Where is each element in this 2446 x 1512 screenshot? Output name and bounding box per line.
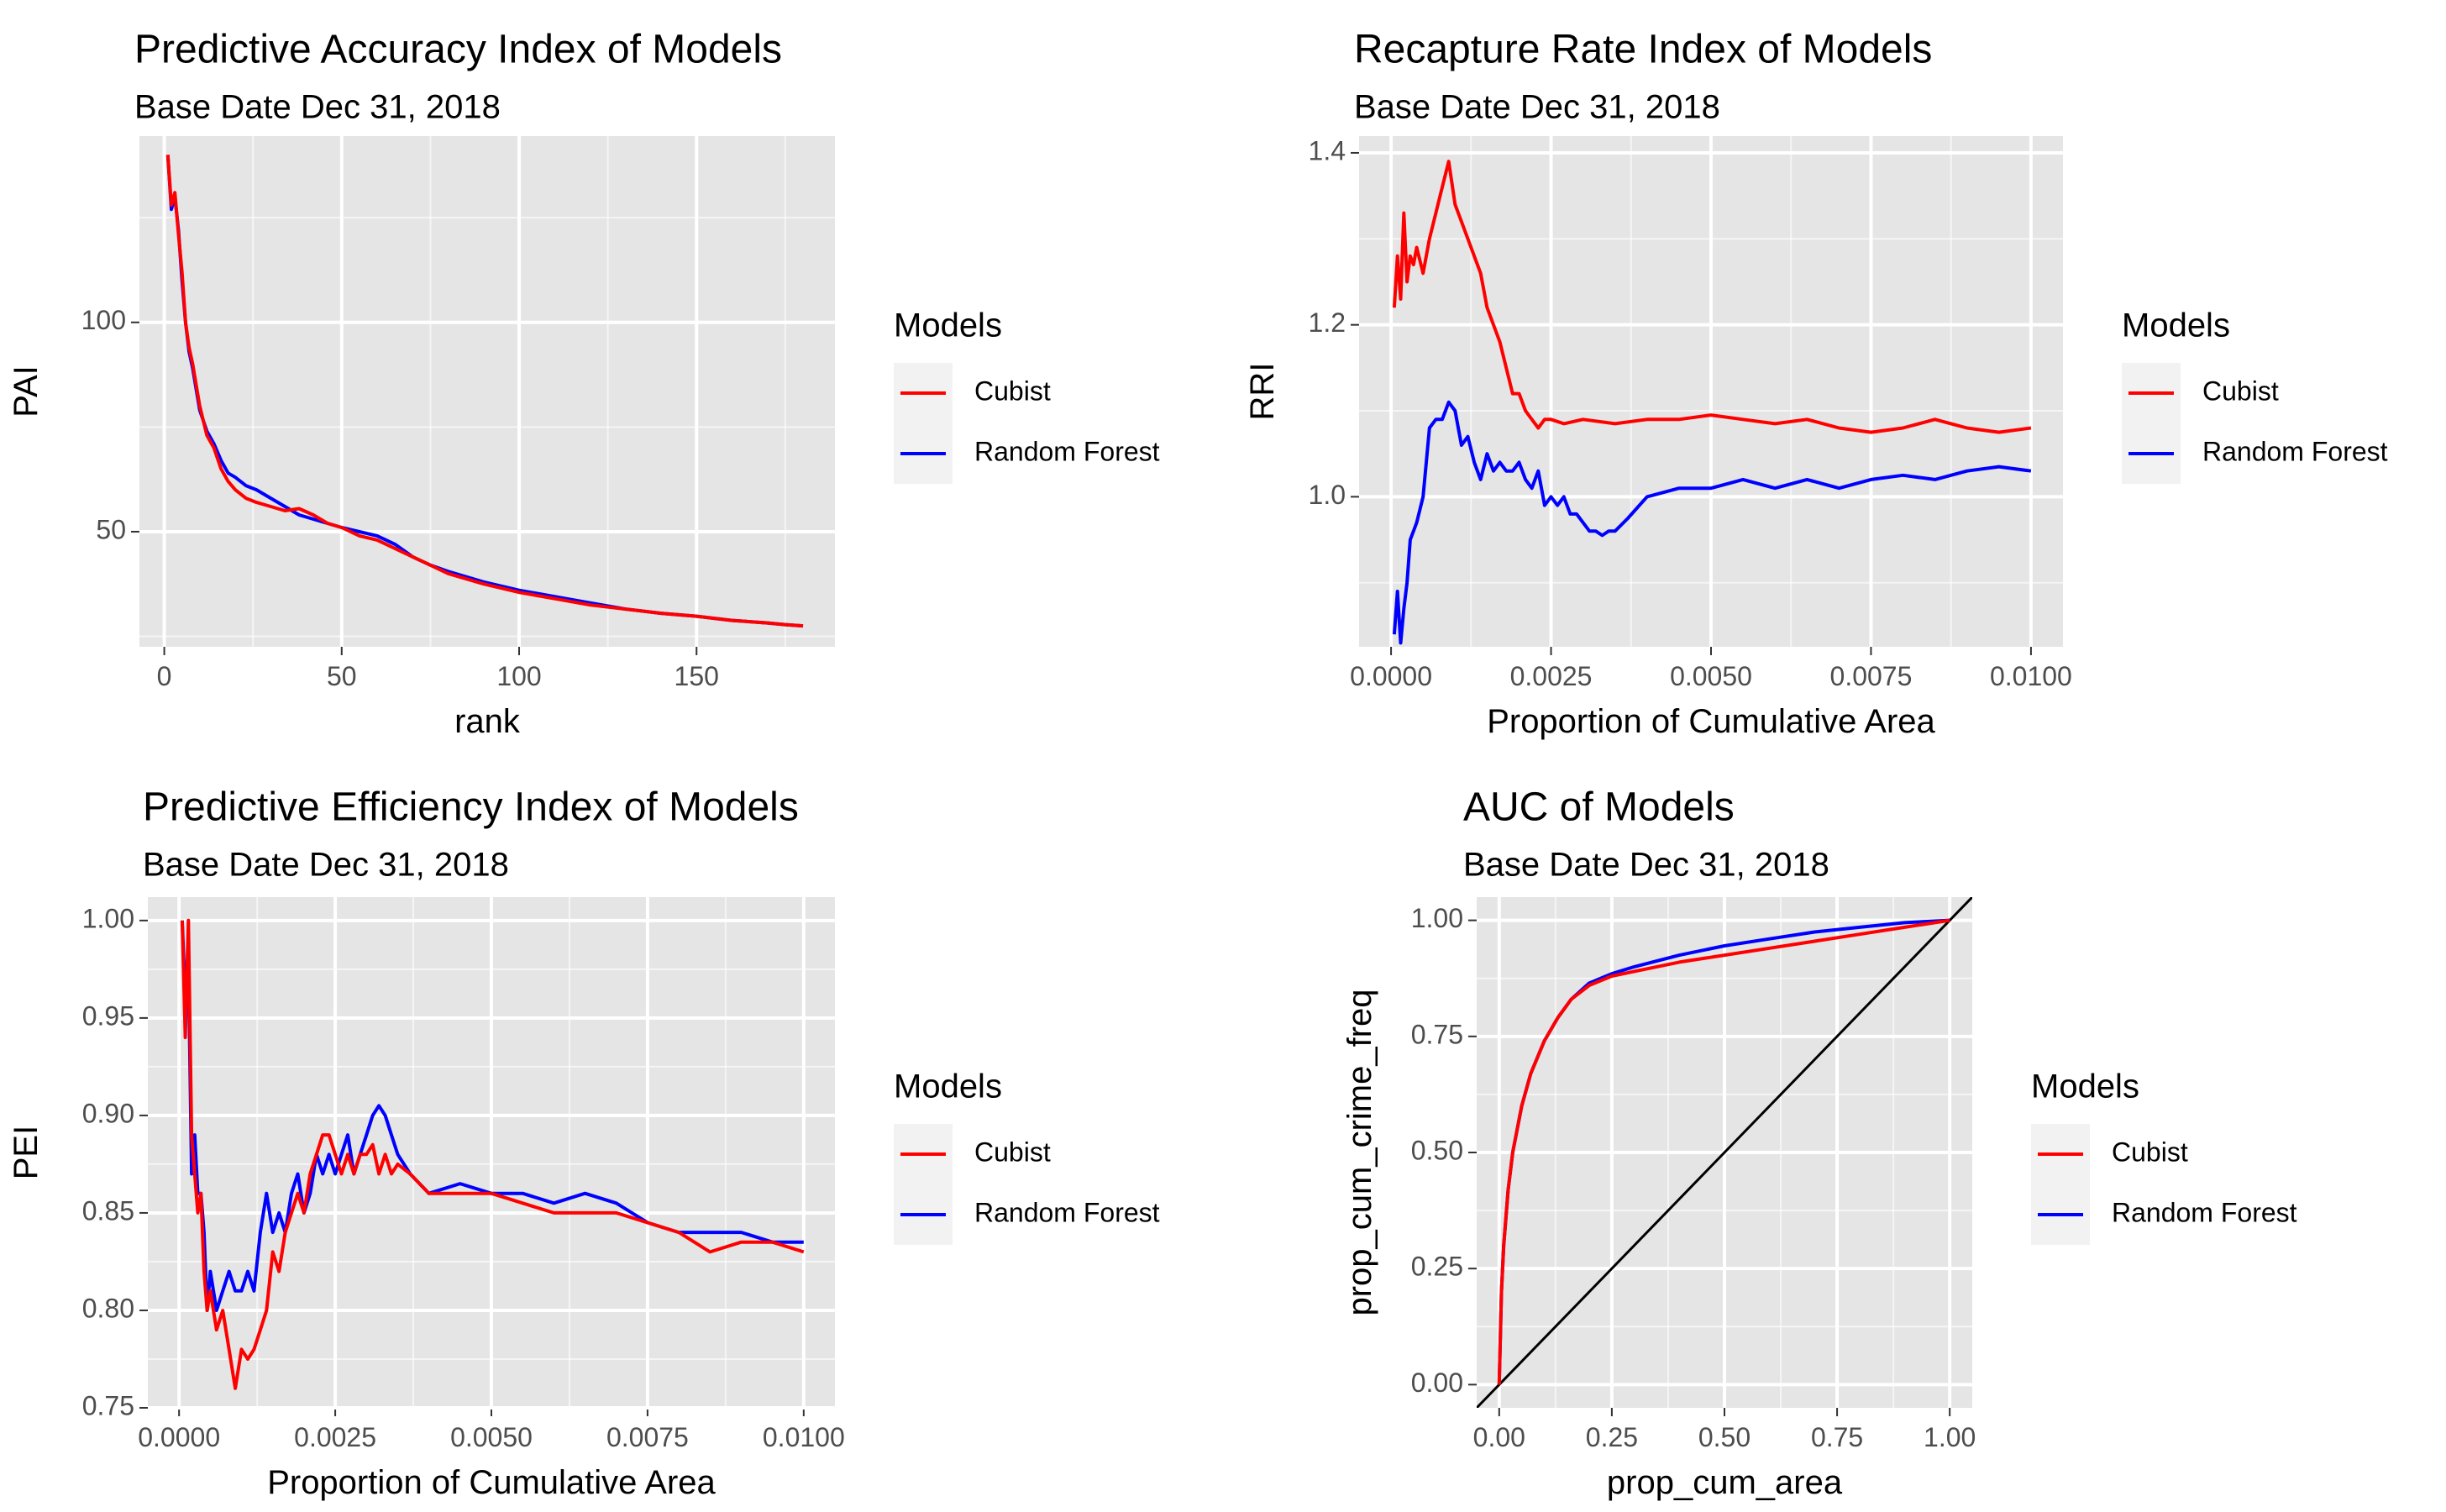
x-axis-title: rank (454, 703, 521, 740)
legend: Models Cubist Random Forest (2031, 1068, 2297, 1245)
x-tick-label: 0.0050 (450, 1422, 533, 1452)
y-tick-label: 0.75 (82, 1390, 134, 1420)
y-tick-label: 1.2 (1309, 307, 1346, 338)
legend-label: Random Forest (2112, 1197, 2297, 1227)
y-tick-label: 1.00 (1411, 903, 1463, 933)
legend: Models Cubist Random Forest (2122, 307, 2388, 484)
x-tick-label: 0.50 (1698, 1422, 1751, 1452)
y-tick-label: 1.4 (1309, 135, 1346, 165)
legend-label: Cubist (974, 1137, 1051, 1167)
legend-title: Models (894, 1068, 1002, 1105)
x-axis-title: Proportion of Cumulative Area (267, 1464, 716, 1501)
legend-label: Random Forest (974, 1197, 1160, 1227)
reference-diagonal-line (1477, 897, 1972, 1408)
chart-subtitle: Base Date Dec 31, 2018 (143, 847, 509, 884)
x-tick-label: 50 (327, 661, 357, 691)
x-tick-label: 0.0000 (138, 1422, 220, 1452)
chart-title: AUC of Models (1463, 785, 1735, 830)
chart-rri: Recapture Rate Index of Models Base Date … (1244, 28, 2388, 740)
legend: Models Cubist Random Forest (894, 1068, 1160, 1245)
series-line-random-forest (180, 920, 804, 1312)
x-tick-label: 0.0075 (606, 1422, 689, 1452)
y-tick-label: 0.90 (82, 1098, 134, 1128)
y-axis-title: RRI (1244, 363, 1281, 421)
x-tick-label: 150 (674, 661, 719, 691)
y-axis-title: prop_cum_crime_freq (1341, 989, 1378, 1315)
legend-title: Models (2122, 307, 2230, 344)
x-tick-label: 0.0050 (1670, 661, 1752, 691)
x-tick-label: 0.0075 (1830, 661, 1913, 691)
x-tick-label: 100 (496, 661, 541, 691)
legend-title: Models (2031, 1068, 2139, 1105)
plot-panel (139, 136, 835, 647)
chart-title: Predictive Accuracy Index of Models (134, 28, 782, 72)
y-tick-label: 1.0 (1309, 480, 1346, 510)
x-tick-label: 1.00 (1924, 1422, 1976, 1452)
legend-label: Cubist (2112, 1137, 2188, 1167)
x-tick-label: 0.0000 (1350, 661, 1432, 691)
series-line-random-forest (1392, 400, 2032, 645)
x-tick-label: 0 (157, 661, 172, 691)
legend-label: Random Forest (2202, 436, 2388, 466)
x-tick-label: 0.0025 (294, 1422, 376, 1452)
series-line-cubist (1497, 918, 1950, 1385)
y-tick-label: 0.25 (1411, 1252, 1463, 1282)
legend-title: Models (894, 307, 1002, 344)
y-tick-label: 50 (96, 514, 126, 544)
series-line-cubist (165, 155, 804, 628)
chart-title: Predictive Efficiency Index of Models (143, 785, 799, 830)
legend-label: Random Forest (974, 436, 1160, 466)
chart-subtitle: Base Date Dec 31, 2018 (1463, 847, 1829, 884)
y-tick-label: 0.50 (1411, 1135, 1463, 1165)
series-line-cubist (180, 918, 805, 1390)
y-axis-title: PEI (8, 1126, 45, 1179)
x-tick-label: 0.25 (1586, 1422, 1638, 1452)
x-tick-label: 0.75 (1811, 1422, 1863, 1452)
x-axis-title: Proportion of Cumulative Area (1487, 703, 1935, 740)
chart-auc: AUC of Models Base Date Dec 31, 2018 0.00 0… (1341, 785, 2297, 1501)
x-tick-label: 0.0100 (1990, 661, 2072, 691)
y-tick-label: 1.00 (82, 903, 134, 933)
x-tick-label: 0.00 (1473, 1422, 1525, 1452)
y-tick-label: 0.85 (82, 1195, 134, 1226)
y-tick-label: 100 (81, 305, 126, 335)
y-tick-label: 0.00 (1411, 1368, 1463, 1398)
y-tick-label: 0.80 (82, 1293, 134, 1323)
y-axis-title: PAI (8, 365, 45, 417)
x-tick-label: 0.0100 (763, 1422, 845, 1452)
x-axis-title: prop_cum_area (1607, 1464, 1843, 1501)
chart-pai: Predictive Accuracy Index of Models Base … (8, 28, 1160, 740)
y-tick-label: 0.75 (1411, 1019, 1463, 1049)
chart-pei: Predictive Efficiency Index of Models Bas… (8, 785, 1160, 1501)
chart-title: Recapture Rate Index of Models (1354, 28, 1932, 72)
series-line-cubist (1392, 160, 2032, 434)
y-tick-label: 0.95 (82, 1000, 134, 1031)
legend: Models Cubist Random Forest (894, 307, 1160, 484)
x-tick-label: 0.0025 (1510, 661, 1593, 691)
legend-label: Cubist (2202, 375, 2279, 406)
chart-subtitle: Base Date Dec 31, 2018 (134, 89, 501, 126)
legend-label: Cubist (974, 375, 1051, 406)
chart-subtitle: Base Date Dec 31, 2018 (1354, 89, 1720, 126)
